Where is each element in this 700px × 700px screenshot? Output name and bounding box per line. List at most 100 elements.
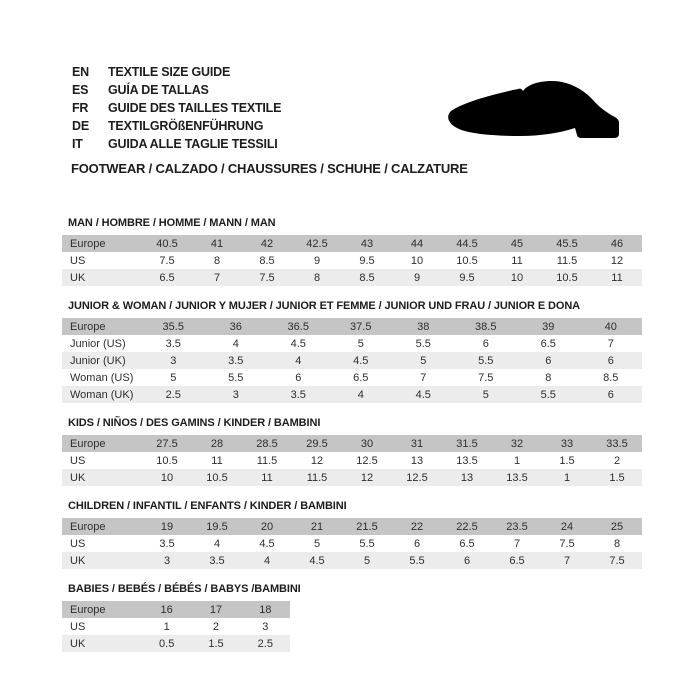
size-table: Europe 19 19.5 20 21 21.5 22 22.5 23.5 24 25 US 3.5 4… [62, 518, 642, 569]
row-label: Junior (US) [70, 337, 126, 350]
size-cell: 19.5 [206, 520, 228, 533]
row-label: US [70, 620, 86, 633]
size-cell: 31 [410, 437, 424, 450]
size-cell: 2.5 [165, 388, 181, 401]
size-cell: 6 [607, 388, 614, 401]
table-title: JUNIOR & WOMAN / JUNIOR Y MUJER / JUNIOR… [68, 300, 581, 312]
row-label: Woman (UK) [70, 388, 134, 401]
size-cell: 7 [420, 371, 427, 384]
row-label: UK [70, 471, 86, 484]
size-cell: 6 [607, 354, 614, 367]
size-cell: 45.5 [556, 237, 578, 250]
size-cell: 8 [213, 254, 221, 267]
size-header-row: Europe 35.5 36 36.5 37.5 38 38.5 39 40 [62, 318, 642, 335]
size-cell: 7.5 [559, 537, 575, 550]
size-cell: 1 [563, 471, 571, 484]
size-cell: 1.5 [208, 637, 224, 650]
size-cell: 7 [213, 271, 221, 284]
table-title: KIDS / NIÑOS / DES GAMINS / KINDER / BAM… [68, 417, 321, 429]
size-header-row: Europe 19 19.5 20 21 21.5 22 22.5 23.5 24 25 [62, 518, 642, 535]
size-cell: 5.5 [228, 371, 244, 384]
size-cell: 6.5 [509, 554, 525, 567]
size-cell: 4 [213, 537, 221, 550]
size-cell: 19 [160, 520, 174, 533]
size-row: Junior (UK) 3 3.5 4 4.5 5 5.5 6 6 [62, 352, 642, 369]
size-cell: 11.5 [556, 254, 578, 267]
size-cell: 3 [232, 388, 239, 401]
size-cell: 33.5 [606, 437, 628, 450]
size-cell: 8.5 [259, 254, 275, 267]
size-cell: 2.5 [257, 637, 273, 650]
size-cell: 6 [413, 537, 421, 550]
shoe-icon [448, 81, 619, 138]
size-cell: 44.5 [456, 237, 478, 250]
size-cell: 4 [263, 554, 271, 567]
size-cell: 40 [604, 320, 617, 333]
language-row: DE TEXTILGRÖßENFÜHRUNG [72, 117, 281, 135]
size-cell: 24 [560, 520, 574, 533]
size-table-section: JUNIOR & WOMAN / JUNIOR Y MUJER / JUNIOR… [62, 300, 642, 403]
language-row: ES GUÍA DE TALLAS [72, 81, 281, 99]
language-label: TEXTILE SIZE GUIDE [108, 65, 231, 79]
size-cell: 28 [210, 437, 224, 450]
size-cell: 3 [163, 554, 171, 567]
size-cell: 5.5 [478, 354, 494, 367]
row-label: Europe [70, 603, 106, 616]
size-cell: 9 [413, 271, 421, 284]
size-cell: 36.5 [287, 320, 309, 333]
size-row: UK 6.5 7 7.5 8 8.5 9 9.5 10 10.5 11 [62, 269, 642, 286]
size-cell: 6 [482, 337, 489, 350]
size-cell: 7.5 [159, 254, 175, 267]
size-cell: 20 [260, 520, 274, 533]
size-row: Woman (UK) 2.5 3 3.5 4 4.5 5 5.5 6 [62, 386, 642, 403]
size-cell: 3 [170, 354, 177, 367]
size-cell: 25 [610, 520, 624, 533]
table-title: CHILDREN / INFANTIL / ENFANTS / KINDER /… [68, 500, 347, 512]
size-cell: 1.5 [559, 454, 575, 467]
row-label: Europe [70, 520, 106, 533]
size-cell: 7 [607, 337, 614, 350]
size-row: UK 10 10.5 11 11.5 12 12.5 13 13.5 1 1.5 [62, 469, 642, 486]
size-cell: 36 [229, 320, 242, 333]
size-cell: 7.5 [259, 271, 275, 284]
size-cell: 42 [260, 237, 274, 250]
size-cell: 5.5 [540, 388, 556, 401]
size-cell: 5.5 [359, 537, 375, 550]
size-cell: 6 [295, 371, 302, 384]
size-cell: 28.5 [256, 437, 278, 450]
size-cell: 41 [210, 237, 224, 250]
size-cell: 8.5 [603, 371, 619, 384]
size-table-section: BABIES / BEBÉS / BÉBÉS / BABYS /BAMBINI E… [62, 583, 642, 652]
row-label: Europe [70, 237, 106, 250]
size-cell: 38.5 [475, 320, 497, 333]
size-cell: 5 [357, 337, 364, 350]
size-cell: 29.5 [306, 437, 328, 450]
size-cell: 13.5 [456, 454, 478, 467]
size-cell: 33 [560, 437, 574, 450]
size-row: US 7.5 8 8.5 9 9.5 10 10.5 11 11.5 12 [62, 252, 642, 269]
size-cell: 37.5 [350, 320, 372, 333]
size-cell: 5.5 [409, 554, 425, 567]
size-cell: 11 [261, 471, 273, 484]
size-header-row: Europe 16 17 18 [62, 601, 290, 618]
size-header-row: Europe 40.5 41 42 42.5 43 44 44.5 45 45.5 46 [62, 235, 642, 252]
size-cell: 21.5 [356, 520, 378, 533]
size-cell: 46 [610, 237, 624, 250]
language-label: GUIDA ALLE TAGLIE TESSILI [108, 137, 278, 151]
size-cell: 4 [232, 337, 239, 350]
size-cell: 6.5 [459, 537, 475, 550]
size-cell: 44 [410, 237, 424, 250]
size-cell: 10.5 [456, 254, 478, 267]
category-title: FOOTWEAR / CALZADO / CHAUSSURES / SCHUHE… [71, 161, 468, 176]
size-table-section: KIDS / NIÑOS / DES GAMINS / KINDER / BAM… [62, 417, 642, 486]
size-cell: 43 [360, 237, 374, 250]
language-code: FR [72, 101, 89, 115]
size-cell: 13.5 [506, 471, 528, 484]
size-cell: 3.5 [165, 337, 181, 350]
row-label: US [70, 537, 86, 550]
size-cell: 1 [163, 620, 170, 633]
language-code: IT [72, 137, 83, 151]
size-cell: 10.5 [556, 271, 578, 284]
language-row: IT GUIDA ALLE TAGLIE TESSILI [72, 135, 281, 153]
